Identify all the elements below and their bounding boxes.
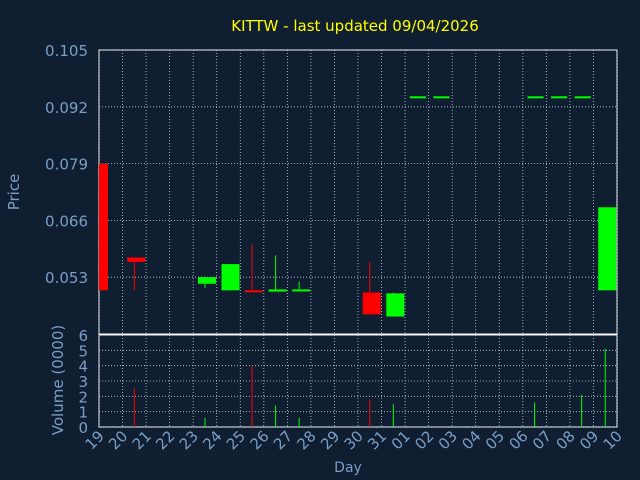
candle-body — [362, 292, 381, 315]
candle-body — [127, 257, 146, 262]
x-axis: 1920212223242526272829303101020304050607… — [82, 427, 626, 453]
x-tick-label: 01 — [388, 427, 414, 453]
volume-tick-label: 3 — [78, 373, 88, 391]
volume-tick-label: 1 — [78, 404, 88, 422]
price-tick-label: 0.079 — [45, 156, 88, 174]
x-tick-label: 22 — [152, 427, 178, 453]
x-tick-label: 24 — [199, 427, 225, 453]
candle-body — [598, 207, 617, 291]
x-tick-label: 02 — [411, 427, 437, 453]
x-tick-label: 28 — [294, 427, 320, 453]
x-tick-label: 10 — [600, 427, 626, 453]
x-tick-label: 03 — [435, 427, 461, 453]
chart-title: KITTW - last updated 09/04/2026 — [231, 17, 479, 35]
x-tick-label: 07 — [529, 427, 555, 453]
x-tick-label: 06 — [505, 427, 531, 453]
x-tick-label: 04 — [458, 427, 484, 453]
candle-body — [99, 163, 108, 291]
price-tick-label: 0.105 — [45, 42, 88, 60]
price-panel: 0.105 0.092 0.079 0.066 0.053 — [45, 42, 618, 335]
candle-body — [574, 96, 591, 99]
x-tick-label: 05 — [482, 427, 508, 453]
x-tick-label: 29 — [317, 427, 343, 453]
price-tick-label: 0.092 — [45, 99, 88, 117]
x-tick-label: 26 — [246, 427, 272, 453]
candle-body — [409, 96, 426, 99]
volume-tick-label: 5 — [78, 342, 88, 360]
candle-body — [433, 96, 450, 99]
candle-body — [268, 289, 287, 292]
price-tick-label: 0.066 — [45, 212, 88, 230]
price-tick-label: 0.053 — [45, 269, 88, 287]
x-axis-label: Day — [334, 460, 362, 476]
candle-body — [221, 264, 240, 291]
x-tick-label: 30 — [341, 427, 367, 453]
candle-body — [386, 293, 405, 317]
x-tick-label: 31 — [364, 427, 390, 453]
volume-tick-label: 0 — [78, 419, 88, 437]
x-tick-label: 25 — [223, 427, 249, 453]
x-tick-label: 21 — [129, 427, 155, 453]
x-tick-label: 09 — [576, 427, 602, 453]
candle-body — [551, 96, 568, 99]
candle-body — [245, 290, 264, 293]
volume-tick-label: 2 — [78, 388, 88, 406]
volume-tick-label: 6 — [78, 327, 88, 345]
volume-tick-label: 4 — [78, 358, 88, 376]
x-tick-label: 23 — [176, 427, 202, 453]
x-tick-label: 27 — [270, 427, 296, 453]
x-tick-label: 20 — [105, 427, 131, 453]
candle-body — [527, 96, 544, 99]
candle-body — [197, 277, 216, 284]
volume-axis-label: Volume (0000) — [49, 325, 67, 435]
y-axis-label: Price — [5, 174, 23, 211]
candle-body — [292, 289, 311, 292]
x-tick-label: 08 — [553, 427, 579, 453]
